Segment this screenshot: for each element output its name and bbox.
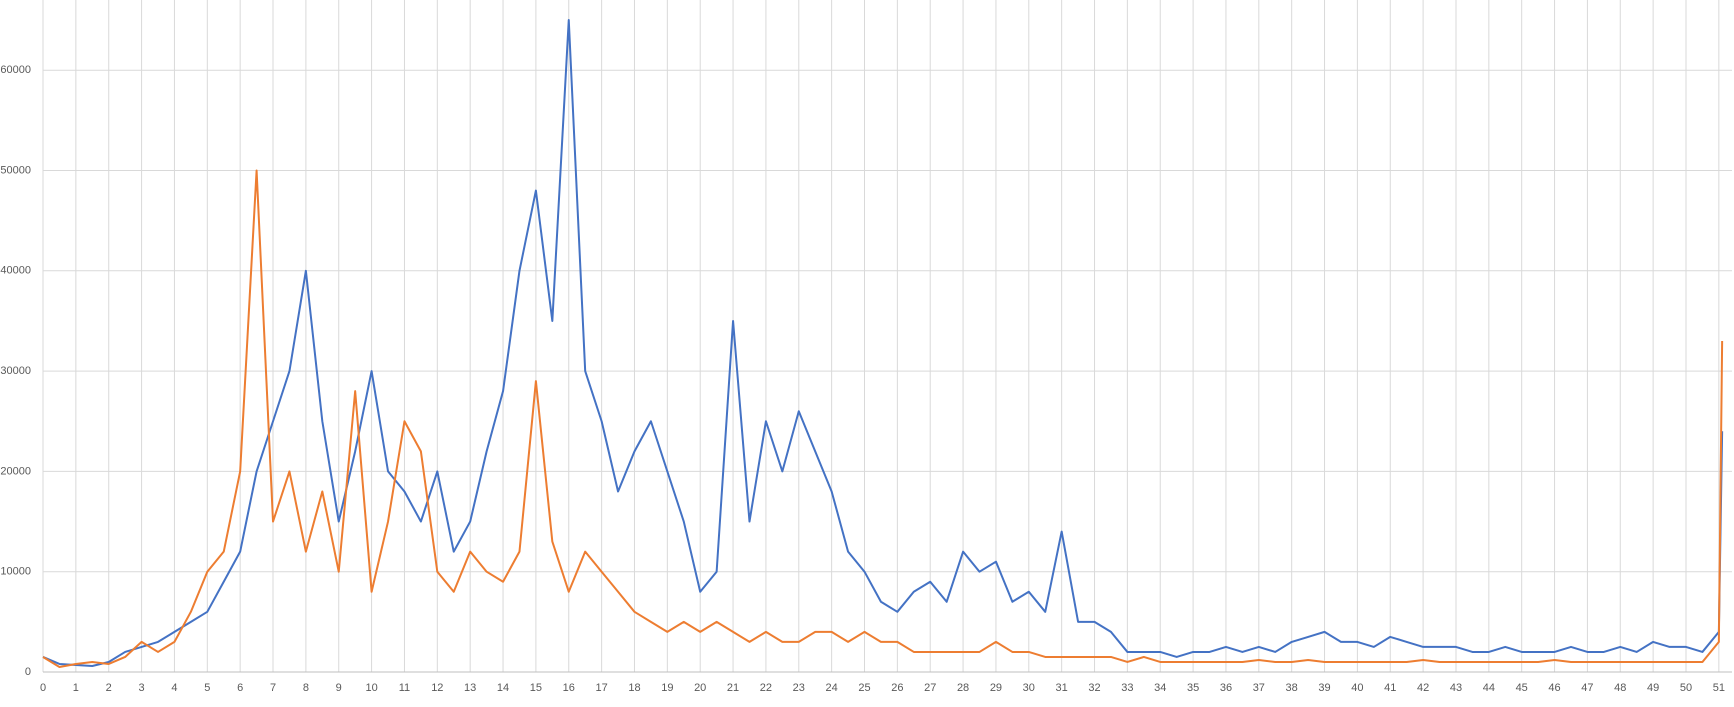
x-tick-label: 27 <box>924 682 936 694</box>
x-tick-label: 11 <box>399 682 410 694</box>
x-tick-label: 2 <box>106 682 112 694</box>
x-tick-label: 17 <box>595 682 607 694</box>
y-tick-label: 10000 <box>0 566 31 578</box>
x-tick-label: 44 <box>1483 682 1495 694</box>
x-tick-label: 50 <box>1680 682 1692 694</box>
x-tick-label: 51 <box>1713 682 1725 694</box>
x-tick-label: 35 <box>1187 682 1199 694</box>
x-tick-label: 26 <box>891 682 903 694</box>
x-tick-label: 48 <box>1614 682 1626 694</box>
series-line <box>42 169 1724 668</box>
x-tick-label: 15 <box>530 682 542 694</box>
x-tick-label: 7 <box>270 682 276 694</box>
x-tick-label: 3 <box>139 682 145 694</box>
x-tick-label: 1 <box>73 682 79 694</box>
x-tick-label: 25 <box>858 682 870 694</box>
x-tick-label: 5 <box>204 682 210 694</box>
x-tick-label: 10 <box>365 682 377 694</box>
x-tick-label: 21 <box>727 682 739 694</box>
x-tick-label: 49 <box>1647 682 1659 694</box>
y-tick-label: 30000 <box>0 365 31 377</box>
x-tick-label: 12 <box>431 682 443 694</box>
x-tick-label: 41 <box>1384 682 1396 694</box>
x-tick-label: 14 <box>497 682 509 694</box>
x-tick-label: 28 <box>957 682 969 694</box>
x-tick-label: 34 <box>1154 682 1166 694</box>
x-tick-label: 19 <box>661 682 673 694</box>
x-tick-label: 39 <box>1318 682 1330 694</box>
x-tick-label: 33 <box>1121 682 1133 694</box>
x-tick-label: 37 <box>1253 682 1265 694</box>
y-tick-label: 40000 <box>0 265 31 277</box>
x-tick-label: 0 <box>40 682 46 694</box>
x-tick-label: 43 <box>1450 682 1462 694</box>
x-tick-label: 47 <box>1581 682 1593 694</box>
x-tick-label: 42 <box>1417 682 1429 694</box>
x-tick-label: 22 <box>760 682 772 694</box>
x-tick-label: 38 <box>1286 682 1298 694</box>
x-tick-label: 29 <box>990 682 1002 694</box>
x-tick-label: 16 <box>563 682 575 694</box>
y-tick-label: 0 <box>25 666 31 678</box>
y-tick-label: 60000 <box>0 64 31 76</box>
x-tick-label: 46 <box>1548 682 1560 694</box>
x-tick-label: 30 <box>1023 682 1035 694</box>
x-tick-label: 8 <box>303 682 309 694</box>
series-line <box>42 19 1724 667</box>
x-tick-label: 20 <box>694 682 706 694</box>
x-tick-label: 40 <box>1351 682 1363 694</box>
x-tick-label: 4 <box>171 682 177 694</box>
x-tick-label: 6 <box>237 682 243 694</box>
y-tick-label: 20000 <box>0 465 31 477</box>
x-tick-label: 36 <box>1220 682 1232 694</box>
x-tick-label: 18 <box>628 682 640 694</box>
x-tick-label: 13 <box>464 682 476 694</box>
x-tick-label: 31 <box>1056 682 1068 694</box>
x-tick-label: 32 <box>1088 682 1100 694</box>
x-tick-label: 23 <box>793 682 805 694</box>
x-tick-label: 24 <box>826 682 838 694</box>
x-tick-label: 45 <box>1516 682 1528 694</box>
y-tick-label: 50000 <box>0 164 31 176</box>
x-tick-label: 9 <box>336 682 342 694</box>
